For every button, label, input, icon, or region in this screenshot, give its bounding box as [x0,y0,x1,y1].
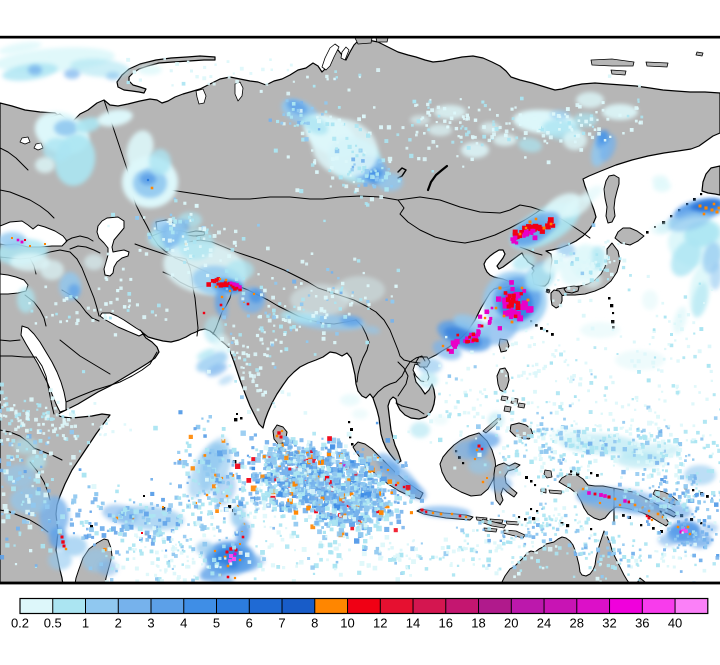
svg-text:2: 2 [115,616,122,631]
svg-text:28: 28 [570,616,584,631]
svg-text:1: 1 [82,616,89,631]
svg-text:6: 6 [246,616,253,631]
svg-text:4: 4 [180,616,187,631]
svg-text:40: 40 [668,616,682,631]
svg-text:5: 5 [213,616,220,631]
svg-text:7: 7 [278,616,285,631]
svg-text:3: 3 [147,616,154,631]
svg-text:10: 10 [340,616,354,631]
svg-text:0.2: 0.2 [11,616,29,631]
svg-text:0.5: 0.5 [44,616,62,631]
svg-text:14: 14 [406,616,420,631]
svg-text:32: 32 [602,616,616,631]
svg-text:18: 18 [471,616,485,631]
svg-text:36: 36 [635,616,649,631]
svg-text:16: 16 [439,616,453,631]
svg-text:8: 8 [311,616,318,631]
svg-text:20: 20 [504,616,518,631]
svg-text:24: 24 [537,616,551,631]
svg-text:12: 12 [373,616,387,631]
